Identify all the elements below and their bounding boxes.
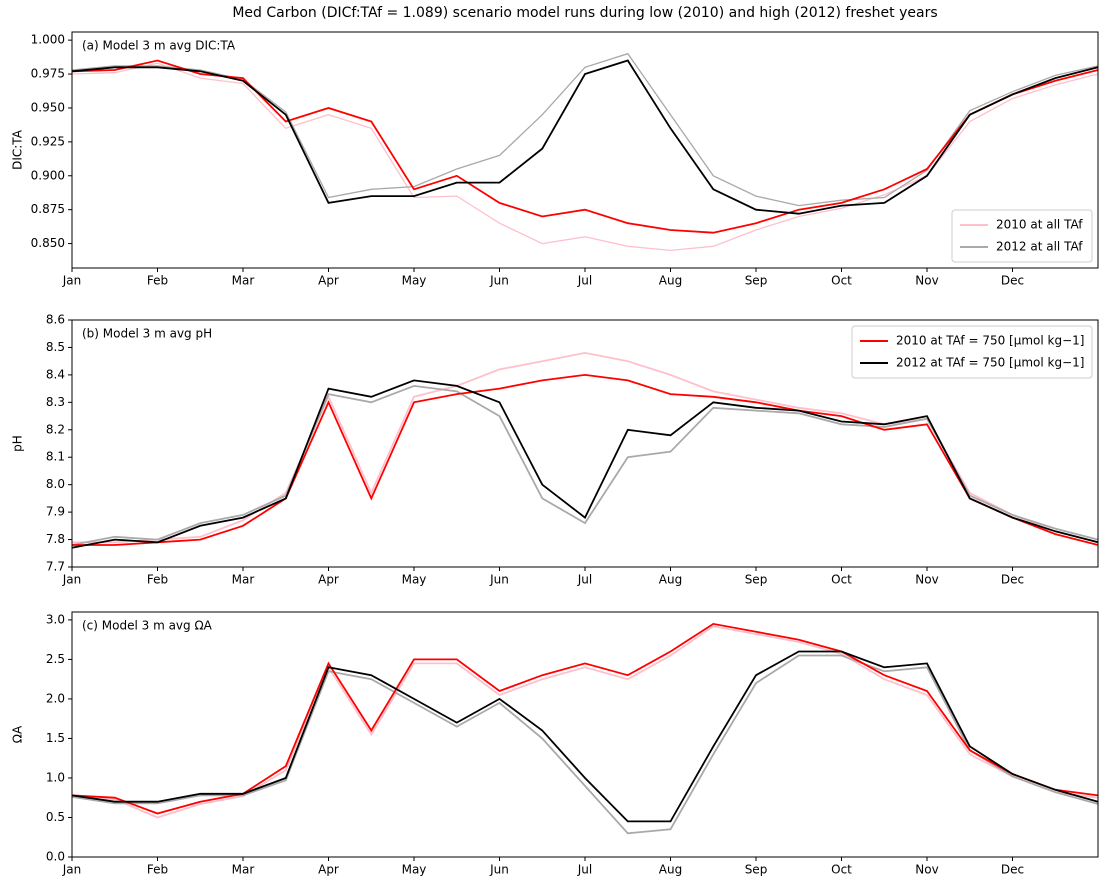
panel-annotation: (a) Model 3 m avg DIC:TA xyxy=(82,39,236,53)
y-tick-label: 3.0 xyxy=(46,612,65,626)
x-tick-label: Oct xyxy=(831,863,852,877)
x-tick-label: Oct xyxy=(831,274,852,288)
legend-label: 2012 at all TAf xyxy=(996,240,1083,254)
x-tick-label: Apr xyxy=(318,573,339,587)
legend-box xyxy=(951,209,1093,263)
y-tick-label: 7.9 xyxy=(46,505,65,519)
x-tick-label: Nov xyxy=(915,863,938,877)
x-tick-label: May xyxy=(402,573,427,587)
x-tick-label: Feb xyxy=(147,863,168,877)
x-tick-label: Jan xyxy=(62,573,82,587)
x-tick-label: Mar xyxy=(232,274,255,288)
y-tick-label: 0.950 xyxy=(31,100,65,114)
x-tick-label: Sep xyxy=(745,274,768,288)
x-tick-label: May xyxy=(402,863,427,877)
x-tick-label: Jul xyxy=(577,573,592,587)
x-tick-label: Aug xyxy=(659,863,682,877)
x-tick-label: Nov xyxy=(915,573,938,587)
x-tick-label: Sep xyxy=(745,573,768,587)
series-line xyxy=(71,59,1099,234)
x-tick-label: Apr xyxy=(318,863,339,877)
y-tick-label: 2.0 xyxy=(46,691,65,705)
y-tick-label: 1.0 xyxy=(46,770,65,784)
y-axis-label: DIC:TA xyxy=(11,129,25,170)
y-tick-label: 0.875 xyxy=(31,202,65,216)
legend-label: 2012 at TAf = 750 [μmol kg−1] xyxy=(896,356,1084,370)
x-tick-label: Jan xyxy=(62,274,82,288)
y-axis-label: pH xyxy=(11,435,25,452)
x-tick-label: Jul xyxy=(577,274,592,288)
x-tick-label: May xyxy=(402,274,427,288)
series-line xyxy=(71,625,1099,819)
y-tick-label: 8.3 xyxy=(46,395,65,409)
y-tick-label: 0.0 xyxy=(46,850,65,864)
y-tick-label: 1.000 xyxy=(31,33,65,47)
x-tick-label: Jan xyxy=(62,863,82,877)
x-tick-label: Jun xyxy=(489,573,509,587)
x-tick-label: Apr xyxy=(318,274,339,288)
legend-label: 2010 at TAf = 750 [μmol kg−1] xyxy=(896,334,1084,348)
series-line xyxy=(71,650,1099,823)
x-tick-label: Dec xyxy=(1001,274,1024,288)
figure-title: Med Carbon (DICf:TAf = 1.089) scenario m… xyxy=(232,5,937,21)
y-axis-label: ΩA xyxy=(11,725,25,743)
x-tick-label: Sep xyxy=(745,863,768,877)
y-tick-label: 7.7 xyxy=(46,560,65,574)
x-tick-label: Mar xyxy=(232,573,255,587)
axes-frame xyxy=(71,611,1099,858)
legend-label: 2010 at all TAf xyxy=(996,218,1083,232)
x-tick-label: Aug xyxy=(659,573,682,587)
x-tick-label: Feb xyxy=(147,573,168,587)
series-line xyxy=(71,384,1099,546)
x-tick-label: Nov xyxy=(915,274,938,288)
series-line xyxy=(71,52,1099,207)
x-tick-label: Jun xyxy=(489,274,509,288)
y-tick-label: 8.2 xyxy=(46,422,65,436)
series-line xyxy=(71,59,1099,215)
x-tick-label: Oct xyxy=(831,573,852,587)
y-tick-label: 8.6 xyxy=(46,313,65,327)
series-line xyxy=(72,373,1099,546)
x-tick-label: Jun xyxy=(489,863,509,877)
y-tick-label: 8.4 xyxy=(46,367,65,381)
panel-annotation: (b) Model 3 m avg pH xyxy=(82,327,212,341)
y-tick-label: 8.1 xyxy=(46,450,65,464)
series-line xyxy=(71,379,1099,549)
y-tick-label: 1.5 xyxy=(46,731,65,745)
series-line xyxy=(71,654,1099,835)
x-tick-label: Feb xyxy=(147,274,168,288)
x-tick-label: Dec xyxy=(1001,573,1024,587)
y-tick-label: 2.5 xyxy=(46,652,65,666)
y-tick-label: 0.925 xyxy=(31,134,65,148)
legend-box xyxy=(851,325,1093,379)
x-tick-label: Dec xyxy=(1001,863,1024,877)
y-tick-label: 0.5 xyxy=(46,810,65,824)
y-tick-label: 0.900 xyxy=(31,168,65,182)
y-tick-label: 8.0 xyxy=(46,477,65,491)
y-tick-label: 0.850 xyxy=(31,236,65,250)
panel-annotation: (c) Model 3 m avg ΩA xyxy=(82,619,213,633)
y-tick-label: 7.8 xyxy=(46,532,65,546)
y-tick-label: 0.975 xyxy=(31,67,65,81)
y-tick-label: 8.5 xyxy=(46,340,65,354)
series-line xyxy=(71,62,1099,252)
x-tick-label: Mar xyxy=(232,863,255,877)
x-tick-label: Jul xyxy=(577,863,592,877)
x-tick-label: Aug xyxy=(659,274,682,288)
